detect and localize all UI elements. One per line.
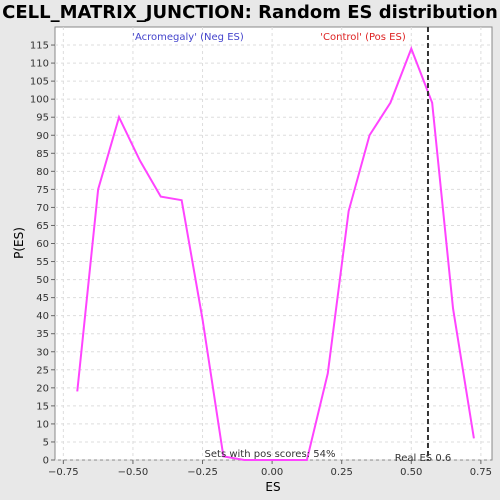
real-es-label: Real ES 0.6 <box>395 453 451 464</box>
x-tick-label: 0.00 <box>261 467 283 478</box>
y-tick-label: 115 <box>30 41 49 52</box>
y-tick-label: 85 <box>36 149 49 160</box>
y-tick-label: 100 <box>30 95 49 106</box>
y-axis-label: P(ES) <box>12 227 26 259</box>
series-line <box>76 45 475 461</box>
y-tick-label: 20 <box>36 383 49 394</box>
y-tick-label: 0 <box>43 456 49 467</box>
pos-es-label: 'Control' (Pos ES) <box>320 32 406 43</box>
x-tick-label: −0.75 <box>48 467 79 478</box>
y-tick-label: 10 <box>36 419 49 430</box>
neg-es-label: 'Acromegaly' (Neg ES) <box>132 32 244 43</box>
x-tick-label: 0.50 <box>400 467 422 478</box>
x-tick-label: 0.25 <box>331 467 353 478</box>
chart-title: CELL_MATRIX_JUNCTION: Random ES distribu… <box>2 2 498 23</box>
y-tick-label: 25 <box>36 365 49 376</box>
y-tick-label: 15 <box>36 401 49 412</box>
x-tick-label: −0.25 <box>187 467 218 478</box>
x-tick-label: −0.50 <box>118 467 149 478</box>
y-tick-label: 60 <box>36 239 49 250</box>
y-tick-label: 110 <box>30 59 49 70</box>
y-tick-label: 70 <box>36 203 49 214</box>
x-tick-label: 0.75 <box>470 467 492 478</box>
y-tick-label: 5 <box>43 437 49 448</box>
grid-lines <box>55 27 492 461</box>
y-tick-label: 95 <box>36 113 49 124</box>
y-tick-label: 90 <box>36 131 49 142</box>
y-tick-label: 30 <box>36 347 49 358</box>
y-tick-label: 50 <box>36 275 49 286</box>
y-tick-label: 45 <box>36 293 49 304</box>
y-tick-label: 40 <box>36 311 49 322</box>
x-axis-label: ES <box>265 480 280 494</box>
pos-score-footnote: Sets with pos scores: 54% <box>205 449 336 460</box>
y-tick-label: 35 <box>36 329 49 340</box>
y-tick-label: 55 <box>36 257 49 268</box>
y-axis: 0 5 10 15 20 25 30 35 40 45 50 55 60 65 70 75 80 85 90 95 10… <box>30 41 55 467</box>
y-tick-label: 75 <box>36 185 49 196</box>
y-tick-label: 105 <box>30 77 49 88</box>
y-tick-label: 65 <box>36 221 49 232</box>
y-tick-label: 80 <box>36 167 49 178</box>
x-axis: −0.75 −0.50 −0.25 0.00 0.25 0.50 0.75 <box>48 460 492 478</box>
